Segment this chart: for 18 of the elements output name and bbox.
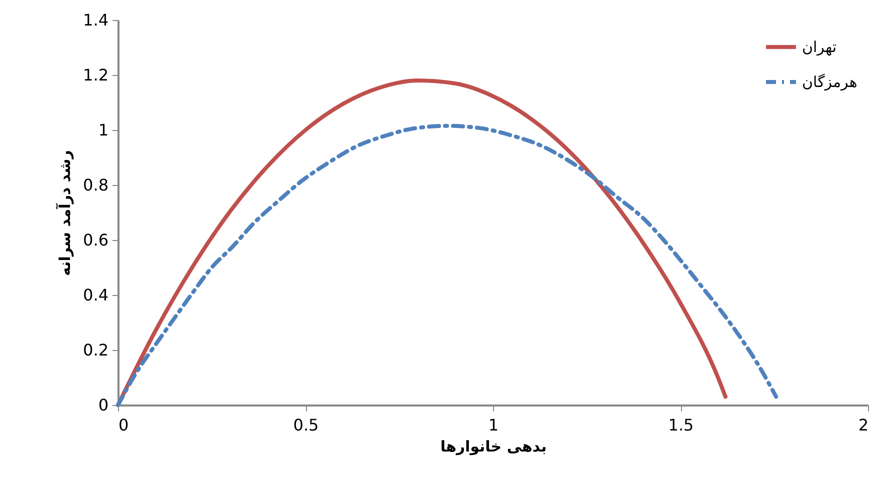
x-tick-label: 1.5: [668, 416, 694, 434]
y-tick-label: 0.8: [83, 176, 108, 194]
x-tick-label: 0.5: [293, 416, 319, 434]
y-tick-label: 1: [98, 120, 108, 140]
x-tick-label: 0: [118, 416, 129, 434]
y-tick-label: 1.2: [83, 66, 108, 84]
y-tick-label: 1.4: [83, 10, 108, 30]
legend-label: هرمزگان: [802, 73, 858, 91]
line-series: [116, 124, 778, 407]
y-tick-label: 0.4: [83, 286, 108, 304]
y-tick-label: 0.2: [83, 340, 108, 360]
x-tick-label: 1: [488, 416, 499, 434]
y-tick-label: 0.6: [83, 230, 108, 250]
legend-label: تهران: [802, 38, 837, 56]
y-tick-label: 0: [98, 396, 108, 414]
x-tick-label: 2: [858, 416, 868, 434]
x-axis-title: بدهی خانوارها: [440, 438, 547, 456]
y-axis-title: رشد درآمد سرانه: [55, 150, 74, 276]
